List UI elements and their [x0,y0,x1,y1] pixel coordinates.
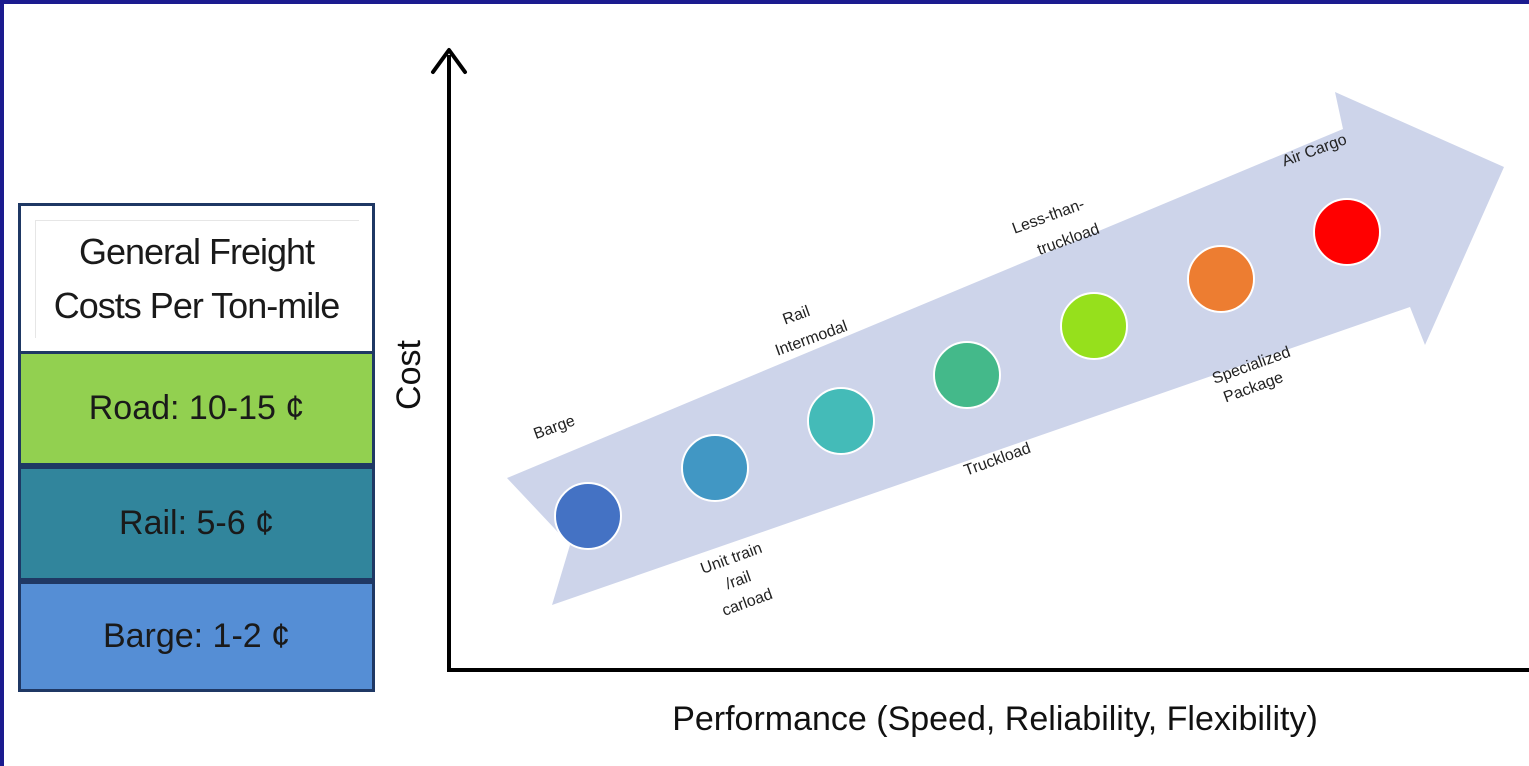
mode-circle-barge [554,482,622,550]
mode-circle-specialized [1187,245,1255,313]
cost-row-rail: Rail: 5-6 ¢ [21,469,372,578]
cost-row-barge: Barge: 1-2 ¢ [21,584,372,689]
mode-circle-unit-train [681,434,749,502]
cost-row-barge-label: Barge: 1-2 ¢ [102,617,291,655]
label-barge: Barge [531,412,577,443]
freight-cost-table: General Freight Costs Per Ton-mile Road:… [18,203,375,692]
label-rail-intermodal-1: Rail [781,303,813,328]
mode-circle-truckload [933,341,1001,409]
cost-table-title-line1: General Freight [78,230,315,272]
cost-table-header: General Freight Costs Per Ton-mile [21,206,372,351]
label-unit-train-2: /rail [723,568,753,593]
progression-arrow [507,92,1504,605]
header-inner-border [35,220,359,338]
mode-circle-ltl [1060,292,1128,360]
y-axis-label: Cost [390,339,428,409]
cost-table-title-line2: Costs Per Ton-mile [53,284,340,326]
cost-table-title: General Freight Costs Per Ton-mile [32,225,362,333]
y-axis-arrowhead [431,48,467,74]
cost-row-road: Road: 10-15 ¢ [21,354,372,463]
mode-circle-rail-intermodal [807,387,875,455]
cost-row-rail-label: Rail: 5-6 ¢ [119,504,274,542]
x-axis-label: Performance (Speed, Reliability, Flexibi… [672,700,1318,738]
cost-row-road-label: Road: 10-15 ¢ [88,389,305,427]
mode-circle-air-cargo [1313,198,1381,266]
